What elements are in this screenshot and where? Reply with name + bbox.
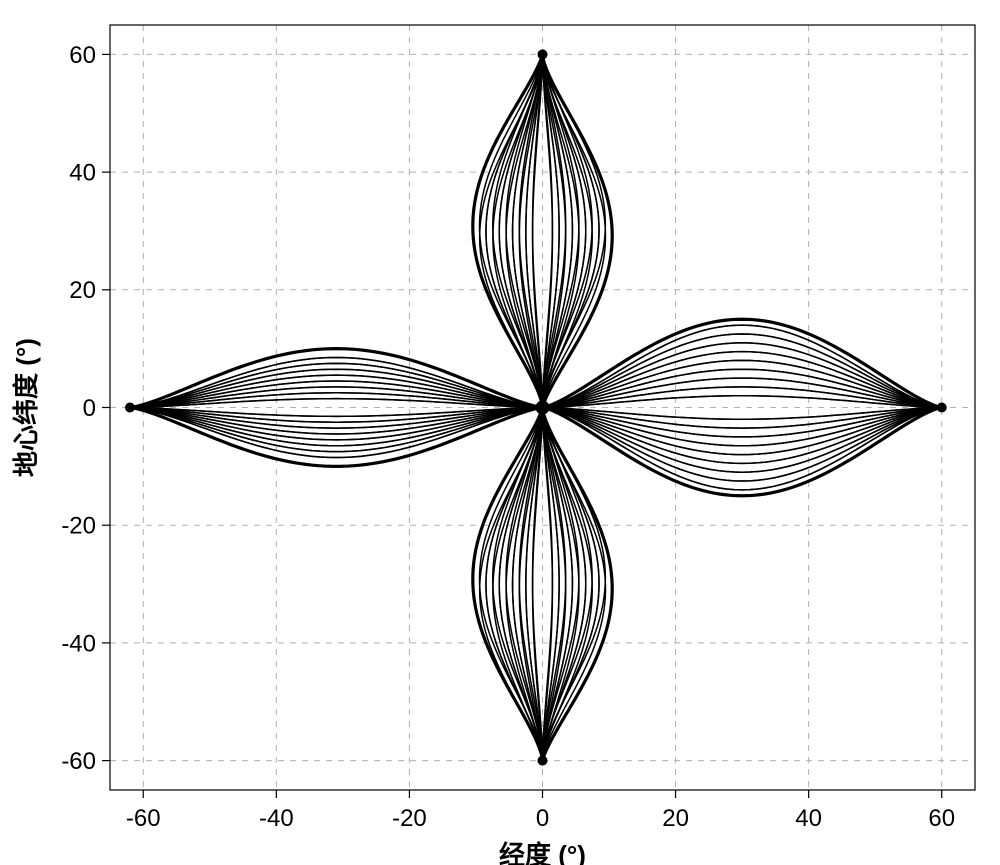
svg-text:60: 60 [928,805,955,832]
svg-text:-60: -60 [126,805,161,832]
svg-text:0: 0 [83,395,96,422]
y-axis-label: 地心纬度 (°) [11,338,41,477]
svg-text:20: 20 [662,805,689,832]
svg-text:-20: -20 [392,805,427,832]
svg-text:40: 40 [795,805,822,832]
svg-text:-40: -40 [61,630,96,657]
svg-text:-60: -60 [61,748,96,775]
tip-marker [538,756,548,766]
svg-text:20: 20 [69,277,96,304]
svg-text:40: 40 [69,160,96,187]
svg-text:0: 0 [536,805,549,832]
tip-marker [937,403,947,413]
svg-text:-20: -20 [61,513,96,540]
x-axis-label: 经度 (°) [499,840,586,865]
tip-marker [538,49,548,59]
tip-marker [125,403,135,413]
svg-text:-40: -40 [259,805,294,832]
chart-container: -60 -40 -20 0 20 40 60 -60 -40 -20 0 20 40 60 经度 (°) 地心… [0,0,1000,865]
ground-track-chart: -60 -40 -20 0 20 40 60 -60 -40 -20 0 20 40 60 经度 (°) 地心… [0,0,1000,865]
svg-text:60: 60 [69,42,96,69]
